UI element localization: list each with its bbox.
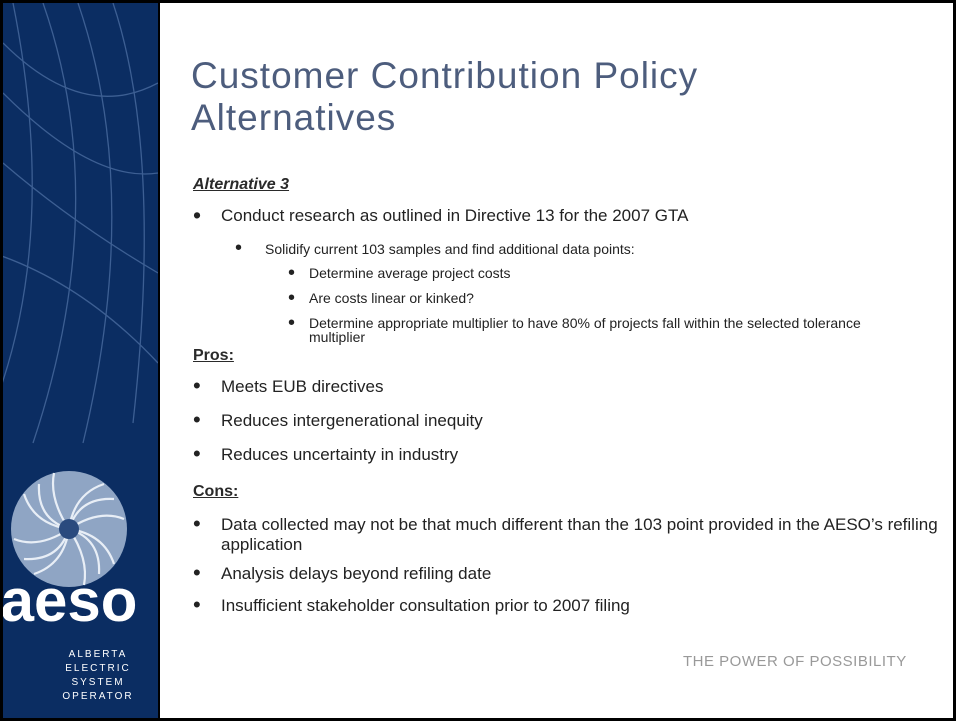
sidebar: aeso ALBERTA ELECTRIC SYSTEM OPERATOR	[3, 3, 160, 718]
org-line: ELECTRIC	[65, 663, 130, 674]
bullet: •	[193, 592, 201, 617]
bullet-text: Data collected may not be that much diff…	[221, 515, 938, 554]
bullet-text: Reduces intergenerational inequity	[221, 411, 483, 430]
bullet: •	[288, 287, 296, 309]
logo-text: aeso	[3, 567, 137, 634]
bullet: •	[288, 262, 296, 284]
slide-title: Customer Contribution Policy Alternative…	[191, 55, 699, 138]
bullet: •	[193, 202, 202, 228]
bullet: •	[288, 312, 296, 334]
bullet-text: Conduct research as outlined in Directiv…	[221, 206, 689, 225]
bullet: •	[193, 560, 201, 585]
org-line: ALBERTA	[69, 649, 128, 660]
section-heading: Cons:	[193, 483, 239, 500]
bullet-text: Reduces uncertainty in industry	[221, 445, 459, 464]
bullet-text: Meets EUB directives	[221, 377, 384, 396]
footer: THE POWER OF POSSIBILITY	[683, 653, 907, 670]
section-heading: Alternative 3	[193, 176, 290, 193]
bullet: •	[193, 441, 201, 466]
bullet-text: Are costs linear or kinked?	[309, 290, 474, 306]
org-line: OPERATOR	[62, 691, 133, 702]
bullet-text: Analysis delays beyond refiling date	[221, 564, 492, 583]
bullet: •	[193, 407, 201, 432]
bullet: •	[193, 373, 201, 398]
bullet: •	[193, 511, 201, 536]
bullet-text: Determine appropriate multiplier to have…	[309, 315, 861, 345]
bullet-text: Insufficient stakeholder consultation pr…	[221, 596, 630, 615]
org-line: SYSTEM	[71, 677, 124, 688]
bullet-text: Solidify current 103 samples and find ad…	[265, 241, 635, 257]
logo-swirl	[11, 471, 127, 587]
bullet-text: Determine average project costs	[309, 265, 511, 281]
section-heading: Pros:	[193, 347, 234, 364]
sidebar-art: aeso ALBERTA ELECTRIC SYSTEM OPERATOR	[3, 3, 159, 702]
bullet: •	[235, 237, 243, 259]
